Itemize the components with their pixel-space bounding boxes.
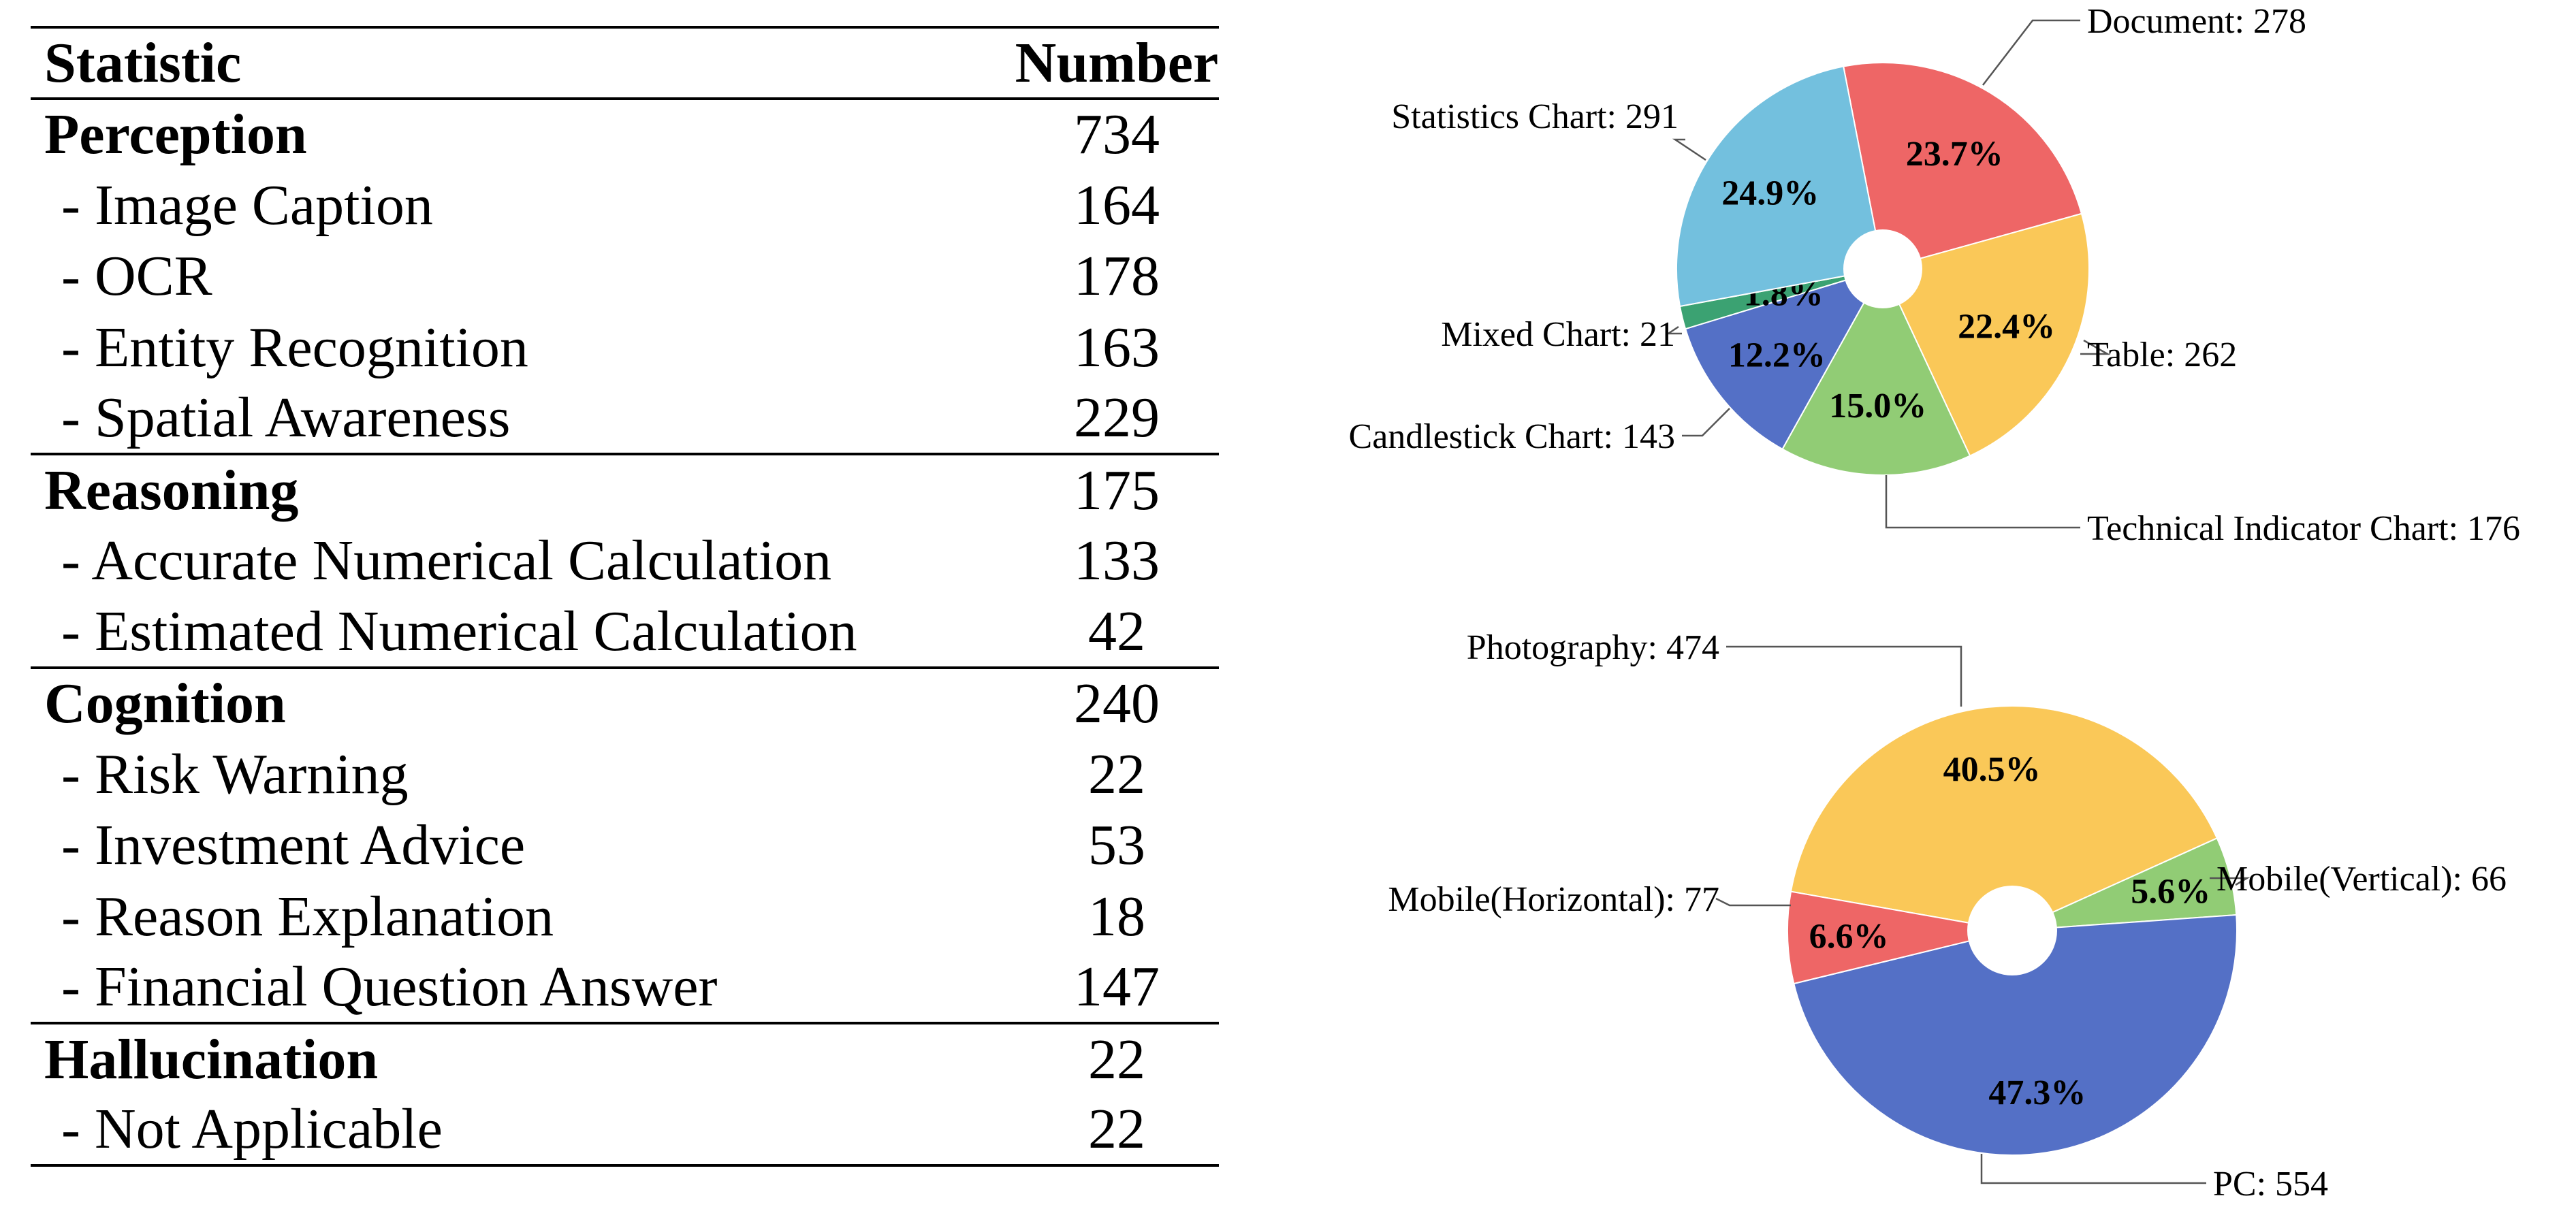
table-row: - Financial Question Answer 147 [31, 952, 1219, 1024]
label-leader-line [1726, 645, 1962, 707]
row-label: Cognition [44, 672, 286, 736]
slice-category-label: Candlestick Chart: 143 [1349, 417, 1675, 456]
row-label: - Accurate Numerical Calculation [61, 529, 832, 593]
pie-slice [1787, 890, 2013, 985]
table-row: - Image Caption 164 [31, 169, 1219, 241]
row-value: 22 [1088, 742, 1145, 806]
table-group-row: Hallucination 22 [31, 1023, 1219, 1095]
row-value: 22 [1088, 1097, 1145, 1161]
table-group-row: Perception 734 [31, 99, 1219, 170]
row-value: 147 [1074, 955, 1160, 1019]
row-value: 240 [1074, 672, 1160, 736]
row-value: 175 [1074, 458, 1160, 522]
slice-category-label: Table: 262 [2087, 336, 2237, 374]
label-leader-line [1980, 1154, 2206, 1184]
slice-percent-label: 15.0% [1829, 387, 1926, 425]
slice-category-label: Statistics Chart: 291 [1391, 97, 1679, 136]
row-value: 164 [1074, 173, 1160, 237]
table-header-row: Statistic Number [31, 27, 1219, 99]
label-leader-line [1665, 325, 1682, 335]
row-value: 734 [1074, 103, 1160, 167]
label-leader-line [2080, 339, 2111, 355]
slice-percent-label: 40.5% [1943, 750, 2041, 789]
header-number: Number [1015, 31, 1219, 95]
row-label: - OCR [61, 244, 212, 308]
pie-slice [1843, 62, 2083, 270]
slice-percent-label: 23.7% [1906, 135, 2003, 174]
statistics-table: Statistic Number Perception 734- Image Ca… [31, 26, 1219, 1167]
table-row: - Investment Advice 53 [31, 810, 1219, 882]
slice-category-label: Mixed Chart: 21 [1441, 315, 1675, 354]
pie-slice [1881, 212, 2090, 457]
table-row: - Not Applicable 22 [31, 1095, 1219, 1165]
row-value: 42 [1088, 599, 1145, 663]
slice-category-label: Document: 278 [2087, 2, 2306, 41]
row-value: 133 [1074, 529, 1160, 593]
label-leader-line [1982, 19, 2080, 86]
row-label: - Spatial Awareness [61, 386, 511, 450]
row-label: - Not Applicable [61, 1097, 443, 1161]
row-label: - Risk Warning [61, 742, 409, 806]
table-group-row: Reasoning 175 [31, 454, 1219, 526]
pie-slice [1781, 267, 1971, 476]
donut-hole [1843, 229, 1922, 308]
row-value: 53 [1088, 813, 1145, 877]
pie-slice [1793, 914, 2238, 1156]
table-row: - Spatial Awareness 229 [31, 383, 1219, 455]
label-leader-line [1885, 475, 2080, 529]
slice-percent-label: 5.6% [2131, 872, 2210, 911]
row-label: - Financial Question Answer [61, 955, 718, 1019]
table-body: Perception 734- Image Caption 164- OCR 178-… [31, 99, 1219, 1165]
row-label: - Entity Recognition [61, 315, 528, 379]
row-label: - Image Caption [61, 173, 433, 237]
slice-category-label: Technical Indicator Chart: 176 [2087, 509, 2520, 548]
table-row: - Entity Recognition 163 [31, 312, 1219, 383]
row-label: Reasoning [44, 458, 299, 522]
slice-percent-label: 6.6% [1809, 918, 1889, 956]
slice-percent-label: 22.4% [1958, 308, 2055, 346]
row-label: Perception [44, 103, 307, 167]
donut-hole [1967, 886, 2057, 975]
table-row: - Accurate Numerical Calculation 133 [31, 526, 1219, 597]
row-value: 18 [1088, 884, 1145, 948]
pie-slice [1676, 65, 1884, 308]
table-group-row: Cognition 240 [31, 667, 1219, 739]
table-row: - OCR 178 [31, 241, 1219, 312]
row-label: - Investment Advice [61, 813, 526, 877]
table-row: - Estimated Numerical Calculation 42 [31, 596, 1219, 668]
slice-percent-label: 47.3% [1988, 1073, 2086, 1112]
slice-category-label: PC: 554 [2213, 1165, 2328, 1204]
slice-category-label: Mobile(Vertical): 66 [2216, 860, 2507, 899]
slice-percent-label: 24.9% [1721, 174, 1819, 212]
pie-chart-image-types: 23.7% Document: 278 22.4% Table: 262 15.0% Te… [1349, 2, 2521, 548]
pie-chart-capture-types: 40.5% Photography: 474 5.6% Mobile(Vertical… [1388, 628, 2507, 1204]
table-row: - Risk Warning 22 [31, 739, 1219, 810]
row-label: - Reason Explanation [61, 884, 554, 948]
label-leader-line [1715, 897, 1791, 907]
row-value: 178 [1074, 244, 1160, 308]
row-label: - Estimated Numerical Calculation [61, 599, 857, 663]
row-value: 163 [1074, 315, 1160, 379]
row-value: 229 [1074, 386, 1160, 450]
row-value: 22 [1088, 1027, 1145, 1091]
slice-percent-label: 12.2% [1728, 336, 1826, 375]
row-label: Hallucination [44, 1027, 379, 1091]
pie-slice [1790, 705, 2219, 932]
label-leader-line [1682, 408, 1730, 437]
header-statistic: Statistic [44, 31, 242, 95]
label-leader-line [1672, 138, 1706, 161]
slice-category-label: Mobile(Horizontal): 77 [1388, 880, 1719, 919]
slice-category-label: Photography: 474 [1467, 628, 1719, 667]
table-row: - Reason Explanation 18 [31, 881, 1219, 952]
label-leader-line [2210, 877, 2251, 886]
